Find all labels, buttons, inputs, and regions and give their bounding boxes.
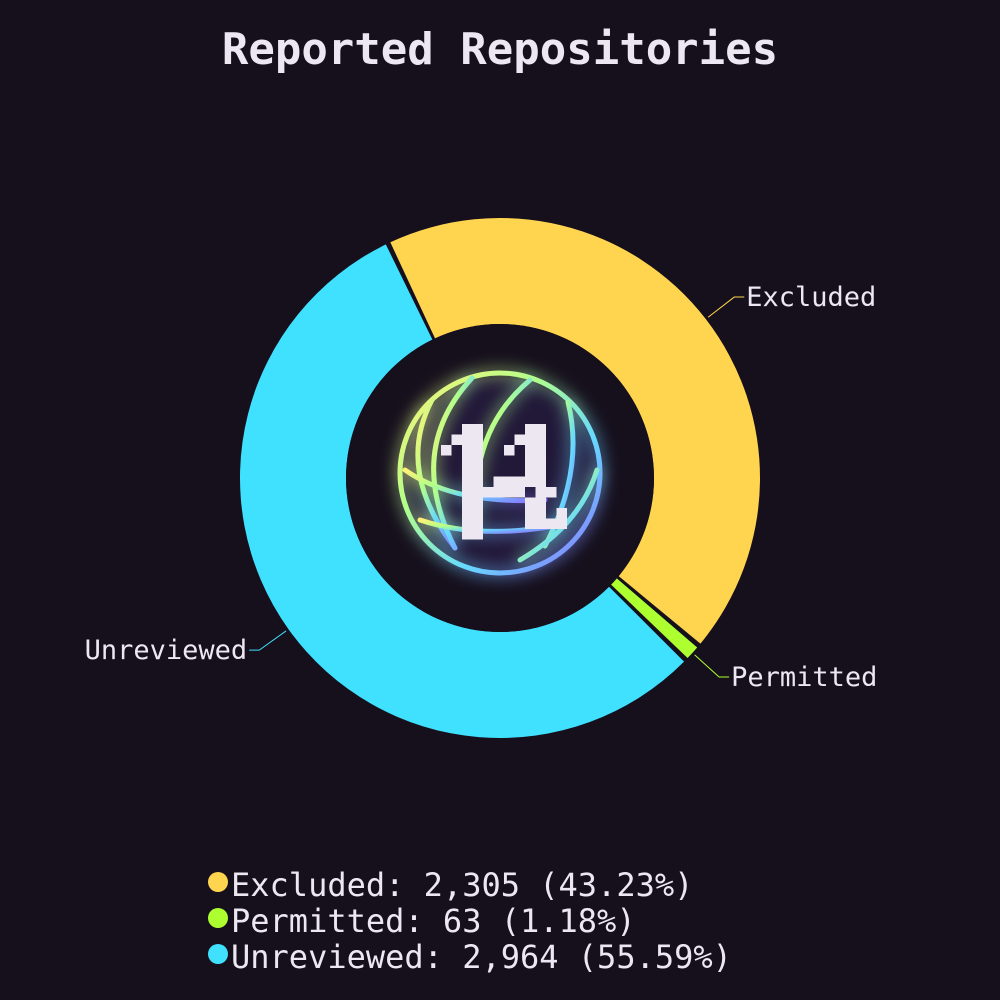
legend-entry-permitted: Permitted: 63 (1.18%) (231, 902, 636, 940)
callout-line-excluded (707, 296, 745, 318)
callout-line-unreviewed (249, 630, 287, 651)
slice-callouts: Excluded Permitted Unreviewed (85, 282, 878, 693)
slice-unreviewed (240, 244, 685, 739)
legend-swatch-excluded (208, 872, 228, 892)
slice-permitted (611, 578, 698, 659)
pixel-glyph-icon (441, 424, 567, 540)
callout-label-excluded: Excluded (746, 282, 876, 313)
callout-label-permitted: Permitted (731, 662, 877, 693)
legend: Excluded: 2,305 (43.23%)Permitted: 63 (1… (208, 866, 732, 976)
slice-excluded (390, 218, 760, 644)
center-logo (397, 370, 603, 578)
legend-swatch-permitted (208, 908, 228, 928)
legend-swatch-unreviewed (208, 944, 228, 964)
callout-label-unreviewed: Unreviewed (85, 635, 248, 666)
legend-entry-unreviewed: Unreviewed: 2,964 (55.59%) (231, 938, 732, 976)
chart-title: Reported Repositories (222, 24, 778, 75)
legend-entry-excluded: Excluded: 2,305 (43.23%) (231, 866, 693, 904)
callout-line-permitted (694, 654, 730, 678)
